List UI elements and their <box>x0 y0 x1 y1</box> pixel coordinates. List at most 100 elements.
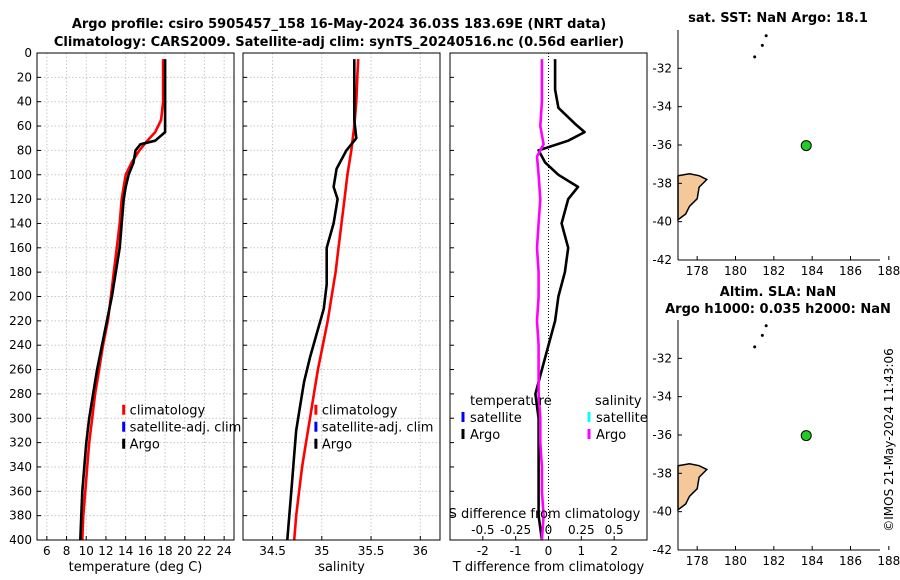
salinity-tick-label: 0.25 <box>568 523 595 537</box>
x-tick-label: 182 <box>762 554 785 568</box>
x-tick-label: 12 <box>98 544 113 558</box>
island-point <box>760 333 764 337</box>
map-title-line-2: Argo h1000: 0.035 h2000: NaN <box>665 302 891 317</box>
panel-salinity: 34.5 35 35.5 36 salinity climatology satellite… <box>242 52 441 575</box>
y-tick-label: 160 <box>9 241 32 255</box>
y-tick-label: 360 <box>9 484 32 498</box>
y-tick-label: -42 <box>652 543 672 557</box>
y-tick-label: -36 <box>652 428 672 442</box>
series-climatology <box>81 59 165 541</box>
y-tick-label: 20 <box>17 70 32 84</box>
panel-temperature: 6 8 10 12 14 16 18 20 22 240204060801001201401601… <box>9 46 241 575</box>
legend-entry: satellite <box>596 411 648 426</box>
x-tick-label: 20 <box>177 544 192 558</box>
y-tick-label: 0 <box>24 46 32 60</box>
series-s-argo <box>535 59 545 541</box>
panel-difference: -2 -1 0 1 2 T difference from climatology S di… <box>449 52 648 575</box>
y-tick-label: -40 <box>652 215 672 229</box>
y-tick-label: 400 <box>9 533 32 547</box>
y-tick-label: 140 <box>9 216 32 230</box>
y-tick-label: 300 <box>9 411 32 425</box>
y-tick-label: 120 <box>9 192 32 206</box>
legend-entry: satellite-adj. clim <box>322 421 434 436</box>
legend-entry: climatology <box>322 404 398 419</box>
x-tick-label: 1 <box>578 544 586 558</box>
x-tick-label: -1 <box>510 544 522 558</box>
x-tick-label: 180 <box>724 264 747 278</box>
x-tick-label: 186 <box>839 554 862 568</box>
x-tick-label: 184 <box>801 554 824 568</box>
x-tick-label: 16 <box>138 544 153 558</box>
island-point <box>764 324 768 328</box>
x-tick-label: 14 <box>118 544 133 558</box>
y-tick-label: -32 <box>652 61 672 75</box>
y-tick-label: 180 <box>9 265 32 279</box>
island-point <box>753 345 757 349</box>
y-tick-label: -32 <box>652 351 672 365</box>
y-tick-label: 80 <box>17 143 32 157</box>
float-position-marker <box>800 140 812 152</box>
legend-title-temperature: temperature <box>470 394 552 409</box>
salinity-tick-label: 0 <box>545 523 553 537</box>
y-tick-label: 60 <box>17 119 32 133</box>
map-title-line-1: Altim. SLA: NaN <box>720 285 836 300</box>
y-tick-label: -42 <box>652 253 672 267</box>
island-point <box>764 34 768 38</box>
x-tick-label: 182 <box>762 264 785 278</box>
y-tick-label: 200 <box>9 290 32 304</box>
series-argo <box>286 59 358 541</box>
land-coast <box>677 173 709 222</box>
legend-entry: Argo <box>130 438 160 453</box>
x-tick-label: 178 <box>686 554 709 568</box>
series-argo <box>79 59 167 541</box>
map-map_sst: 178 180 182 184 186 188 -32 -34 -36 -38 -40 -42 sat.… <box>652 11 900 278</box>
legend-entry: climatology <box>130 404 206 419</box>
x-tick-label: 180 <box>724 554 747 568</box>
map-map_sla: 178 180 182 184 186 188 -32 -34 -36 -38 -40 -42 Alti… <box>652 285 900 568</box>
y-tick-label: 40 <box>17 95 32 109</box>
x-tick-label: 0 <box>545 544 553 558</box>
x-tick-label: 18 <box>157 544 172 558</box>
x-axis-label-salinity: S difference from climatology <box>449 507 641 522</box>
x-tick-label: 178 <box>686 264 709 278</box>
x-tick-label: 10 <box>79 544 94 558</box>
x-tick-label: 188 <box>877 264 900 278</box>
x-tick-label: 2 <box>610 544 618 558</box>
legend-entry: satellite <box>470 411 522 426</box>
island-point <box>753 55 757 59</box>
y-tick-label: 380 <box>9 509 32 523</box>
salinity-tick-label: -0.25 <box>500 523 531 537</box>
x-tick-label: 35.5 <box>358 544 385 558</box>
y-tick-label: -34 <box>652 390 672 404</box>
x-tick-label: 22 <box>197 544 212 558</box>
series-t-argo <box>534 59 586 541</box>
legend-title-salinity: salinity <box>595 394 642 409</box>
y-tick-label: 240 <box>9 338 32 352</box>
legend-entry: Argo <box>596 428 626 443</box>
x-tick-label: 6 <box>43 544 51 558</box>
y-tick-label: 220 <box>9 314 32 328</box>
island-point <box>760 43 764 47</box>
x-tick-label: 24 <box>217 544 232 558</box>
x-tick-label: 188 <box>877 554 900 568</box>
y-tick-label: 280 <box>9 387 32 401</box>
x-tick-label: 35 <box>314 544 329 558</box>
y-tick-label: 340 <box>9 460 32 474</box>
x-tick-label: 36 <box>413 544 428 558</box>
x-axis-label: T difference from climatology <box>452 560 645 575</box>
y-tick-label: -36 <box>652 138 672 152</box>
timestamp: ©IMOS 21-May-2024 11:43:06 <box>882 348 896 532</box>
y-tick-label: -40 <box>652 505 672 519</box>
x-tick-label: 34.5 <box>259 544 286 558</box>
salinity-tick-label: -0.5 <box>471 523 494 537</box>
legend-entry: Argo <box>470 428 500 443</box>
x-tick-label: 8 <box>63 544 71 558</box>
y-tick-label: 100 <box>9 168 32 182</box>
y-tick-label: -38 <box>652 176 672 190</box>
float-position-marker <box>800 430 812 442</box>
x-axis-label: temperature (deg C) <box>69 560 203 575</box>
x-tick-label: -2 <box>477 544 489 558</box>
y-tick-label: -38 <box>652 466 672 480</box>
x-axis-label: salinity <box>318 560 365 575</box>
